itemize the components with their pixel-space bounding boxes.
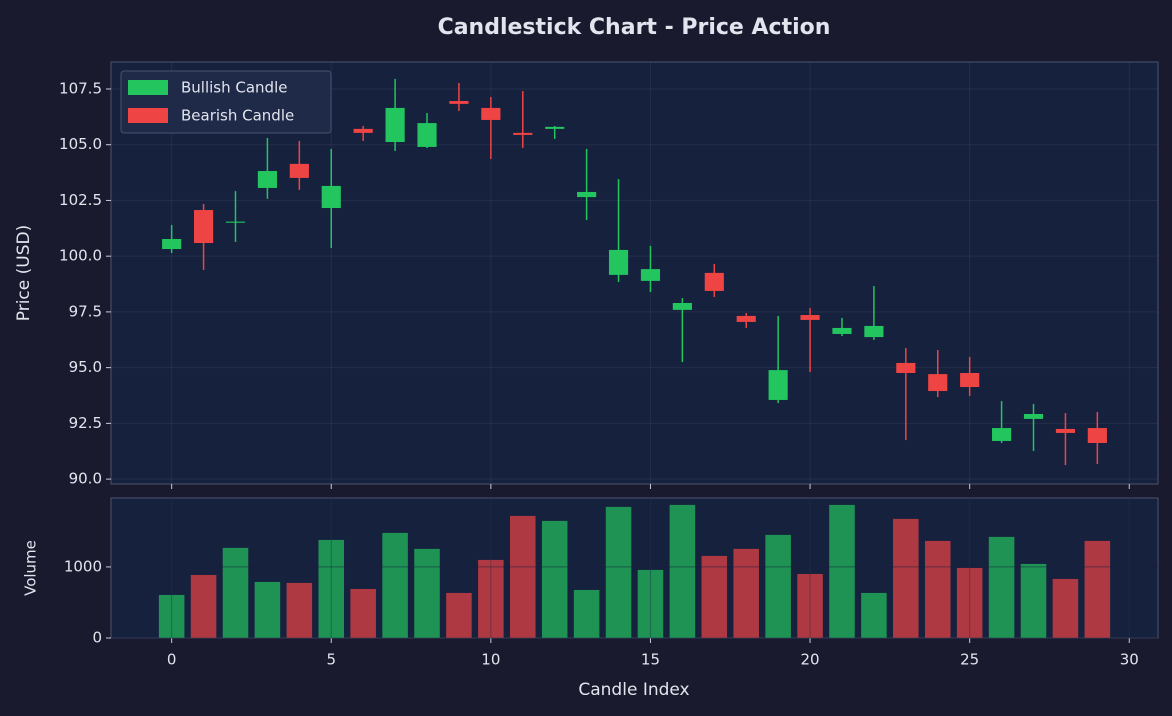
candle-body bbox=[1023, 414, 1044, 419]
volume-bar bbox=[254, 581, 281, 638]
candle-body bbox=[353, 128, 373, 133]
candle-body bbox=[640, 269, 661, 281]
volume-bar bbox=[382, 532, 408, 638]
volume-bar bbox=[573, 589, 600, 638]
legend-swatch bbox=[128, 108, 168, 123]
x-axis-label: Candle Index bbox=[578, 680, 689, 700]
y-tick-label: 100.0 bbox=[59, 247, 102, 265]
candle-body bbox=[768, 370, 788, 400]
candle-body bbox=[257, 171, 277, 188]
candle-body bbox=[449, 101, 469, 104]
candle-body bbox=[481, 107, 501, 120]
candle-body bbox=[832, 327, 852, 334]
x-tick-label: 5 bbox=[326, 651, 336, 669]
volume-bar bbox=[924, 540, 951, 638]
x-tick-label: 10 bbox=[481, 651, 500, 669]
candle-body bbox=[321, 185, 341, 209]
x-tick-label: 15 bbox=[641, 651, 660, 669]
candle-body bbox=[545, 126, 565, 129]
volume-bar bbox=[893, 518, 919, 638]
volume-bar bbox=[861, 592, 887, 638]
y-tick-label: 90.0 bbox=[69, 470, 102, 488]
candle-body bbox=[513, 132, 533, 135]
volume-bar bbox=[956, 567, 983, 638]
volume-bar bbox=[637, 569, 664, 638]
legend-label: Bearish Candle bbox=[181, 107, 294, 125]
y-axis-label: Price (USD) bbox=[14, 225, 34, 321]
volume-bar bbox=[701, 555, 728, 638]
candle-body bbox=[225, 221, 246, 223]
chart-title: Candlestick Chart - Price Action bbox=[438, 15, 831, 40]
candle-body bbox=[193, 210, 214, 244]
y-tick-label: 0 bbox=[92, 629, 102, 647]
candle-body bbox=[608, 249, 629, 275]
x-tick-label: 20 bbox=[801, 651, 820, 669]
volume-bar bbox=[829, 504, 855, 638]
volume-axis-label: Volume bbox=[22, 540, 40, 596]
volume-bar bbox=[318, 539, 345, 638]
volume-bar bbox=[541, 520, 568, 638]
candle-body bbox=[800, 315, 820, 320]
volume-bar bbox=[510, 515, 536, 638]
y-tick-label: 102.5 bbox=[59, 191, 102, 209]
volume-bar bbox=[190, 574, 217, 638]
y-tick-label: 95.0 bbox=[69, 358, 102, 376]
volume-panel bbox=[110, 497, 1159, 639]
candle-body bbox=[577, 191, 597, 198]
legend-label: Bullish Candle bbox=[181, 79, 287, 97]
volume-bar bbox=[988, 536, 1015, 638]
x-tick-label: 30 bbox=[1120, 651, 1139, 669]
y-tick-label: 92.5 bbox=[69, 414, 102, 432]
volume-bar bbox=[669, 504, 696, 638]
volume-bar bbox=[286, 582, 313, 638]
legend-box bbox=[120, 70, 332, 134]
volume-bar bbox=[1084, 540, 1111, 638]
volume-bar bbox=[1052, 578, 1079, 638]
candle-body bbox=[928, 374, 948, 392]
x-tick-label: 0 bbox=[167, 651, 177, 669]
candle-body bbox=[992, 428, 1012, 441]
volume-bar bbox=[446, 592, 472, 638]
legend-swatch bbox=[128, 80, 168, 95]
y-tick-label: 107.5 bbox=[59, 79, 102, 97]
y-tick-label: 97.5 bbox=[69, 302, 102, 320]
candle-body bbox=[417, 123, 437, 147]
candle-body bbox=[736, 315, 756, 322]
candle-body bbox=[896, 362, 916, 373]
candle-body bbox=[162, 239, 182, 250]
volume-bar bbox=[797, 573, 823, 638]
candle-body bbox=[1055, 428, 1076, 433]
volume-bar bbox=[478, 559, 504, 638]
volume-bar bbox=[605, 506, 632, 638]
candle-body bbox=[1087, 428, 1107, 443]
volume-bar bbox=[765, 534, 791, 638]
volume-bar bbox=[414, 548, 440, 638]
candle-body bbox=[704, 272, 724, 291]
volume-bar bbox=[1020, 563, 1047, 638]
candle-body bbox=[672, 302, 692, 310]
y-tick-label: 1000 bbox=[64, 557, 102, 575]
candle-body bbox=[960, 372, 980, 388]
candle-body bbox=[385, 107, 405, 143]
candle-body bbox=[289, 163, 309, 178]
volume-bar bbox=[350, 588, 376, 638]
candle-body bbox=[864, 325, 884, 338]
x-tick-label: 25 bbox=[960, 651, 979, 669]
y-tick-label: 105.0 bbox=[59, 135, 102, 153]
volume-bar bbox=[222, 547, 249, 638]
volume-bar bbox=[733, 548, 759, 638]
volume-bar bbox=[158, 594, 185, 638]
